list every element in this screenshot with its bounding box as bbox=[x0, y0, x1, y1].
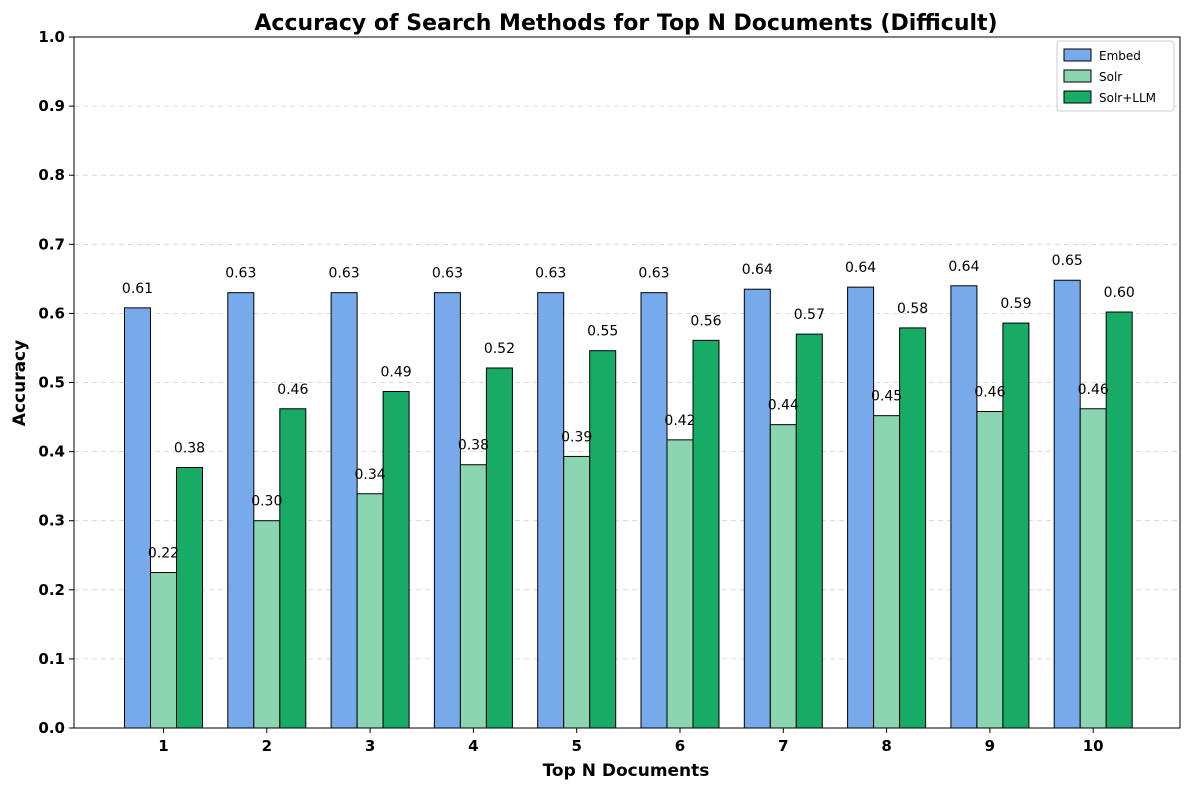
chart-title: Accuracy of Search Methods for Top N Doc… bbox=[254, 11, 997, 36]
data-label: 0.58 bbox=[897, 301, 928, 317]
data-label: 0.42 bbox=[664, 413, 695, 429]
y-tick-label: 0.4 bbox=[38, 443, 65, 461]
x-tick-label: 7 bbox=[778, 737, 788, 755]
data-label: 0.57 bbox=[794, 307, 825, 323]
bar-solr-8 bbox=[873, 415, 901, 729]
x-axis-ticks: 1 2 3 4 5 6 7 8 9 10 bbox=[158, 728, 1104, 755]
data-label: 0.45 bbox=[871, 389, 902, 405]
data-label: 0.61 bbox=[122, 281, 153, 297]
y-tick-label: 1.0 bbox=[38, 28, 65, 46]
x-tick-label: 10 bbox=[1083, 737, 1104, 755]
y-tick-label: 0.7 bbox=[38, 235, 65, 253]
data-label: 0.38 bbox=[174, 440, 205, 456]
data-label: 0.63 bbox=[432, 266, 463, 282]
legend-label: Embed bbox=[1099, 49, 1141, 63]
data-label: 0.38 bbox=[458, 438, 489, 454]
bar-embed-8 bbox=[847, 286, 875, 729]
x-tick-label: 5 bbox=[571, 737, 581, 755]
data-label: 0.34 bbox=[355, 467, 386, 483]
bar-solr-7 bbox=[769, 424, 797, 729]
data-label: 0.55 bbox=[587, 324, 618, 340]
data-label: 0.63 bbox=[329, 266, 360, 282]
y-tick-label: 0.1 bbox=[38, 650, 65, 668]
bar-solr-llm-10 bbox=[1105, 311, 1133, 729]
data-labels-group: 0.61 0.63 0.63 0.63 0.63 0.63 0.64 0.64 0.64 0.65… bbox=[122, 253, 1135, 561]
bar-solr-llm-3 bbox=[382, 390, 410, 729]
data-label: 0.65 bbox=[1052, 253, 1083, 269]
data-label: 0.22 bbox=[148, 546, 179, 562]
y-tick-label: 0.6 bbox=[38, 304, 65, 322]
bar-solr-llm-5 bbox=[589, 350, 617, 729]
bar-embed-7 bbox=[743, 288, 771, 729]
bar-embed-3 bbox=[330, 292, 358, 729]
x-tick-label: 4 bbox=[468, 737, 478, 755]
data-label: 0.63 bbox=[535, 266, 566, 282]
y-tick-label: 0.9 bbox=[38, 97, 65, 115]
bar-solr-6 bbox=[666, 439, 694, 729]
data-label: 0.63 bbox=[638, 266, 669, 282]
data-label: 0.52 bbox=[484, 341, 515, 357]
legend-swatch bbox=[1063, 69, 1092, 83]
bar-embed-2 bbox=[227, 292, 255, 729]
data-label: 0.30 bbox=[251, 494, 282, 510]
legend-label: Solr bbox=[1099, 70, 1122, 84]
x-tick-label: 8 bbox=[881, 737, 891, 755]
legend-swatch bbox=[1063, 48, 1092, 62]
x-axis-label: Top N Documents bbox=[543, 761, 710, 781]
bar-solr-5 bbox=[563, 455, 591, 729]
bar-solr-llm-7 bbox=[795, 333, 823, 729]
bar-solr-llm-9 bbox=[1002, 322, 1030, 729]
bar-embed-1 bbox=[124, 307, 151, 729]
data-label: 0.59 bbox=[1000, 296, 1031, 312]
data-label: 0.49 bbox=[381, 364, 412, 380]
y-tick-label: 0.8 bbox=[38, 166, 65, 184]
data-label: 0.64 bbox=[742, 262, 773, 278]
bar-embed-6 bbox=[640, 292, 668, 729]
legend-swatch bbox=[1063, 90, 1092, 104]
x-tick-label: 9 bbox=[985, 737, 995, 755]
bar-solr-llm-2 bbox=[279, 408, 307, 729]
y-tick-label: 0.2 bbox=[38, 581, 65, 599]
bar-solr-10 bbox=[1079, 408, 1107, 729]
y-tick-label: 0.0 bbox=[38, 719, 65, 737]
bar-embed-9 bbox=[950, 285, 978, 729]
data-label: 0.64 bbox=[845, 260, 876, 276]
bar-embed-5 bbox=[537, 292, 565, 729]
bar-embed-4 bbox=[433, 292, 461, 729]
y-tick-label: 0.5 bbox=[38, 374, 65, 392]
bar-solr-9 bbox=[976, 411, 1004, 729]
x-tick-label: 3 bbox=[365, 737, 375, 755]
legend-label: Solr+LLM bbox=[1099, 91, 1156, 105]
bar-solr-llm-4 bbox=[485, 367, 513, 729]
data-label: 0.56 bbox=[690, 313, 721, 329]
data-label: 0.64 bbox=[948, 259, 979, 275]
bars-group bbox=[124, 279, 1133, 729]
bar-solr-2 bbox=[253, 520, 281, 729]
data-label: 0.46 bbox=[277, 382, 308, 398]
bar-solr-3 bbox=[356, 493, 384, 729]
data-label: 0.46 bbox=[1078, 382, 1109, 398]
y-axis-label: Accuracy bbox=[10, 340, 30, 426]
y-tick-label: 0.3 bbox=[38, 512, 65, 530]
data-label: 0.44 bbox=[768, 398, 799, 414]
x-tick-label: 6 bbox=[675, 737, 685, 755]
y-axis-ticks: 0.0 0.1 0.2 0.3 0.4 0.5 0.6 0.7 0.8 0.9 1.0 bbox=[38, 28, 74, 737]
data-label: 0.63 bbox=[225, 266, 256, 282]
x-tick-label: 2 bbox=[262, 737, 272, 755]
bar-solr-llm-6 bbox=[692, 339, 720, 729]
x-tick-label: 1 bbox=[158, 737, 168, 755]
bar-solr-4 bbox=[459, 464, 487, 729]
bar-solr-1 bbox=[150, 572, 177, 729]
bar-solr-llm-8 bbox=[899, 327, 927, 729]
data-label: 0.60 bbox=[1104, 285, 1135, 301]
legend: Embed Solr Solr+LLM bbox=[1056, 40, 1175, 112]
data-label: 0.46 bbox=[974, 385, 1005, 401]
data-label: 0.39 bbox=[561, 429, 592, 445]
bar-solr-llm-1 bbox=[176, 466, 203, 729]
bar-embed-10 bbox=[1053, 279, 1081, 729]
